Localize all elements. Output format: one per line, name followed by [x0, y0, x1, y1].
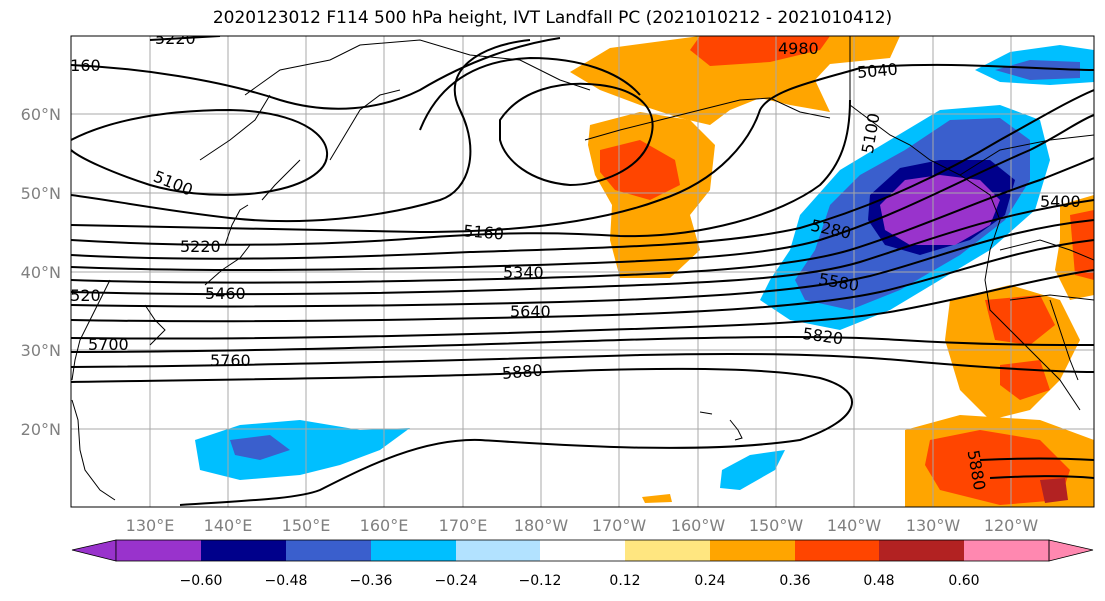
lon-label: 160°W	[671, 516, 726, 535]
contour-label: 5160	[462, 221, 504, 243]
map-frame	[70, 35, 1095, 508]
colorbar-tick: 0.12	[609, 573, 640, 589]
colorbar-low-extension	[71, 539, 117, 562]
contour-label: 5220	[155, 29, 196, 48]
lon-label: 130°E	[126, 516, 175, 535]
lon-label: 150°W	[749, 516, 804, 535]
colorbar-segment	[371, 540, 456, 561]
contour-label: 5880	[501, 360, 543, 382]
colorbar-segment	[286, 540, 371, 561]
lon-label: 170°E	[439, 516, 488, 535]
map-title: 2020123012 F114 500 hPa height, IVT Land…	[212, 8, 893, 28]
colorbar-tick: 0.36	[779, 573, 810, 589]
colorbar-segment	[795, 540, 879, 561]
colorbar-tick: 0.60	[948, 573, 979, 589]
contour-label: 5160	[60, 56, 101, 75]
contour-label: 5220	[180, 237, 221, 256]
longitude-labels: 130°E 140°E 150°E 160°E 170°E 180°W 170°…	[126, 516, 1039, 535]
latitude-labels: 60°N 50°N 40°N 30°N 20°N	[21, 105, 61, 439]
colorbar-segment	[625, 540, 710, 561]
lon-label: 140°W	[827, 516, 882, 535]
colorbar-segment	[456, 540, 540, 561]
colorbar-tick: −0.24	[435, 573, 478, 589]
contour-label: 5460	[205, 284, 246, 303]
colorbar-tick: 0.24	[694, 573, 725, 589]
lon-label: 120°W	[984, 516, 1039, 535]
colorbar-high-extension	[1048, 539, 1094, 562]
contour-label: 4980	[778, 39, 819, 58]
colorbar-segment	[710, 540, 795, 561]
lat-label: 20°N	[21, 420, 61, 439]
colorbar: −0.60 −0.48 −0.36 −0.24 −0.12 0.12 0.24 …	[71, 539, 1094, 589]
colorbar-tick: −0.48	[265, 573, 308, 589]
colorbar-ticks: −0.60 −0.48 −0.36 −0.24 −0.12 0.12 0.24 …	[180, 573, 980, 589]
contour-label: 5040	[856, 59, 898, 81]
positive-ivt-shading	[570, 36, 1094, 507]
colorbar-segment	[201, 540, 286, 561]
colorbar-segment	[964, 540, 1049, 561]
lon-label: 170°W	[592, 516, 647, 535]
height-contours	[71, 36, 1094, 506]
colorbar-segment	[116, 540, 201, 561]
lon-label: 160°E	[360, 516, 409, 535]
colorbar-outline	[115, 539, 1050, 562]
contour-label: 5340	[503, 263, 544, 282]
lat-label: 60°N	[21, 105, 61, 124]
contour-label: 5640	[510, 302, 551, 321]
lon-label: 150°E	[282, 516, 331, 535]
lat-label: 30°N	[21, 341, 61, 360]
lon-label: 130°W	[906, 516, 961, 535]
colorbar-segment	[540, 540, 625, 561]
contour-label: 5520	[60, 286, 101, 305]
graticule	[71, 36, 1094, 507]
contour-label: 5760	[210, 351, 251, 370]
contour-label: 5700	[88, 335, 129, 354]
lon-label: 180°W	[514, 516, 569, 535]
colorbar-tick: −0.12	[519, 573, 562, 589]
colorbar-segment	[879, 540, 964, 561]
colorbar-tick: −0.36	[350, 573, 393, 589]
colorbar-tick: 0.48	[863, 573, 894, 589]
lat-label: 50°N	[21, 184, 61, 203]
lat-label: 40°N	[21, 263, 61, 282]
lon-label: 140°E	[204, 516, 253, 535]
colorbar-tick: −0.60	[180, 573, 223, 589]
contour-label: 5400	[1040, 192, 1081, 211]
